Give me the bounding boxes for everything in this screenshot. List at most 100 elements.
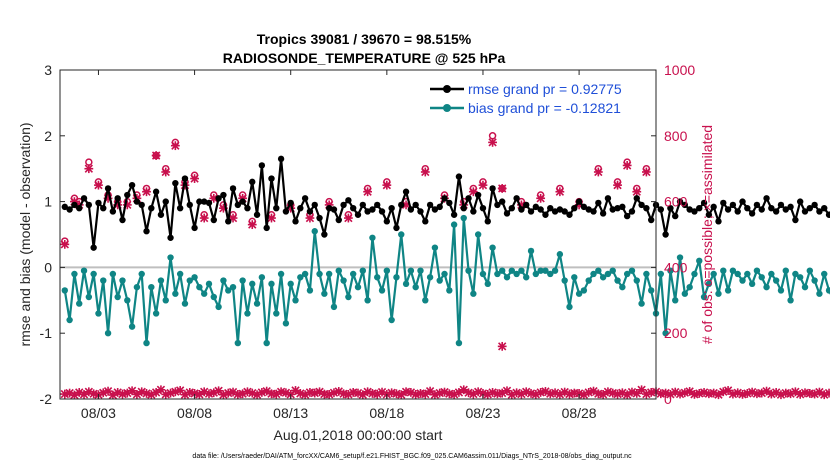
bias-point [806,267,814,274]
rmse-point [744,204,751,212]
rmse-point [364,208,371,215]
rmse-point [431,206,439,213]
y-tick-label: -2 [40,391,53,407]
bias-point [739,277,746,284]
bias-point [191,274,198,281]
bias-point [181,300,189,307]
rmse-point [513,195,520,202]
rmse-point [460,204,467,212]
rmse-point [489,185,496,192]
rmse-point [825,211,830,218]
plot-frame [59,69,657,400]
obs-count-marker [723,386,733,395]
rmse-point [446,199,453,207]
rmse-point [724,206,732,213]
obs-count-marker [613,389,622,399]
rmse-point [109,208,117,215]
obs-assimilated-marker [497,341,507,351]
rmse-point [772,208,780,215]
bias-point [599,274,607,281]
y-tick-label: 1 [44,194,52,210]
bias-point [157,277,165,284]
rmse-point [186,201,193,209]
bias-point [104,330,112,337]
rmse-point [374,201,381,209]
rmse-point [720,199,727,207]
rmse-point [138,201,145,209]
rmse-point [681,201,689,209]
rmse-point [619,203,626,211]
rmse-point [417,208,424,215]
x-tick-label: 08/08 [177,405,212,421]
bias-point [681,290,689,297]
x-tick-label: 08/13 [273,405,308,421]
rmse-point [547,204,554,212]
rmse-point [700,199,708,207]
bias-point [508,267,516,274]
rmse-point [595,199,602,207]
bias-point [700,293,708,301]
bias-point [796,274,804,281]
rmse-point [474,191,482,199]
bias-point [258,274,266,281]
obs-count-marker [156,385,166,395]
bias-point [748,280,756,288]
bias-point [220,277,227,284]
obs-assimilated-marker [199,213,209,223]
rmse-point [470,208,477,215]
bias-point [662,330,669,337]
bias-point [196,283,203,291]
bias-point [623,270,631,278]
rmse-point [542,211,549,218]
rmse-point [580,203,588,211]
bias-point [484,280,491,288]
bias-point [378,287,386,294]
rmse-point [354,211,362,218]
obs-assimilated-marker [641,167,651,177]
rmse-point [455,173,463,180]
rmse-point [345,197,352,204]
bias-point [152,310,160,317]
rmse-point [152,188,160,195]
rmse-point [234,201,242,209]
bias-point [402,280,410,288]
bias-point [172,290,179,297]
bias-point [667,267,674,274]
rmse-point [811,201,818,209]
bias-point [176,270,184,278]
obs-assimilated-marker [468,187,478,197]
bias-point [244,310,251,317]
rmse-point [407,206,415,213]
rmse-point [691,208,698,215]
bias-point [383,267,391,274]
bias-point [215,303,222,311]
rmse-point [95,199,102,207]
rmse-point [61,203,69,211]
rmse-point [585,206,592,213]
bias-point [114,293,121,301]
rmse-point [412,201,419,209]
rmse-point [638,201,645,209]
bias-point [354,283,362,291]
rmse-point [301,195,309,202]
rmse-point [85,201,93,209]
bias-point [628,267,636,274]
bias-point [691,270,698,278]
rmse-point [696,204,703,212]
bias-point [85,293,93,301]
bias-point [273,310,280,317]
bias-point [551,267,559,274]
bias-point [422,297,429,304]
plot-area [60,70,656,399]
bias-point [527,247,535,255]
bias-point [523,274,530,281]
bias-point [335,267,342,274]
data-file-footnote: data file: /Users/raeder/DAI/ATM_forcXX/… [192,453,632,460]
bias-point [460,214,467,222]
rmse-point [239,198,246,205]
rmse-point [523,201,530,209]
obs-assimilated-marker [613,180,622,190]
bias-point [777,287,785,294]
obs-assimilated-marker [94,180,103,190]
bias-point [225,287,232,294]
